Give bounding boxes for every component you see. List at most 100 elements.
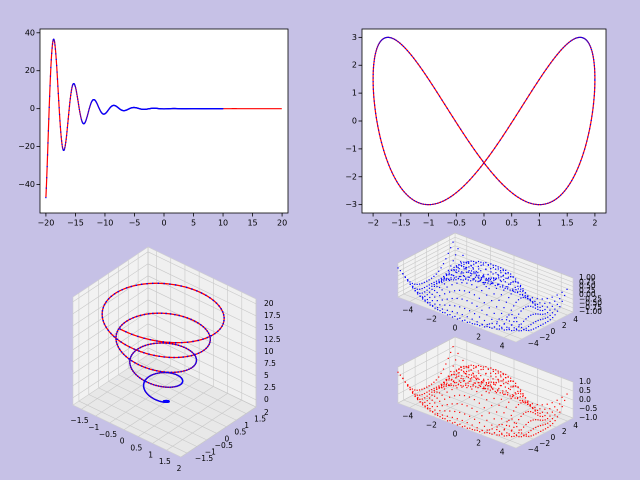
data-point — [592, 53, 594, 55]
y-tick-label: 0.5 — [234, 428, 246, 437]
data-point — [518, 324, 520, 326]
data-point — [433, 289, 436, 292]
data-point — [217, 330, 219, 333]
data-point — [479, 431, 481, 433]
z-tick-label: 15 — [264, 323, 274, 332]
data-point — [147, 313, 150, 315]
grid-line — [72, 299, 149, 351]
data-point — [165, 386, 167, 388]
data-point — [461, 375, 463, 377]
data-point — [141, 365, 143, 367]
data-point — [169, 313, 172, 315]
data-point — [476, 275, 478, 277]
data-point — [432, 305, 434, 307]
data-point — [173, 373, 175, 375]
z-tick-label: 5 — [264, 371, 269, 380]
data-point — [490, 281, 492, 283]
data-point — [512, 276, 514, 278]
data-point — [497, 370, 499, 372]
data-point — [552, 422, 554, 425]
data-point — [185, 347, 187, 350]
data-point — [532, 203, 535, 205]
data-point — [458, 276, 460, 278]
data-point — [174, 284, 177, 286]
data-point — [536, 404, 538, 406]
data-point — [477, 276, 479, 278]
data-point — [380, 141, 383, 144]
data-point — [527, 403, 529, 405]
data-point — [512, 192, 514, 195]
grid-line — [147, 263, 257, 317]
grid-line — [147, 311, 257, 365]
data-point — [416, 394, 418, 396]
data-point — [511, 435, 513, 438]
data-point — [164, 401, 166, 403]
data-point — [578, 163, 581, 165]
data-point — [488, 392, 490, 394]
data-point — [476, 427, 478, 429]
data-point — [470, 369, 472, 371]
data-point — [373, 100, 375, 102]
data-point — [181, 380, 184, 382]
data-point — [96, 104, 99, 106]
data-point — [507, 276, 510, 278]
data-point — [133, 372, 136, 374]
data-point — [478, 372, 480, 374]
data-point — [372, 67, 375, 69]
data-point — [120, 341, 122, 343]
data-point — [464, 267, 467, 269]
data-point — [594, 87, 596, 89]
data-point — [168, 356, 170, 359]
grid-line — [118, 374, 227, 428]
data-point — [518, 419, 520, 421]
data-point — [551, 312, 554, 314]
data-point — [571, 179, 573, 182]
data-point — [542, 203, 544, 205]
data-point — [551, 305, 553, 307]
data-point — [473, 376, 475, 378]
data-point — [467, 279, 469, 281]
data-point — [126, 320, 128, 322]
data-point — [490, 381, 492, 383]
data-point — [455, 279, 457, 281]
data-point — [568, 41, 570, 44]
data-point — [144, 390, 147, 392]
data-point — [588, 132, 590, 134]
data-point — [507, 277, 509, 280]
data-point — [539, 412, 541, 414]
y-tick-label: 20 — [25, 66, 35, 75]
grid-line — [78, 400, 188, 454]
data-point — [148, 394, 150, 397]
data-point — [534, 307, 537, 309]
data-point — [144, 380, 146, 382]
data-point — [84, 121, 86, 123]
data-point — [513, 327, 515, 329]
data-point — [466, 422, 468, 424]
data-point — [65, 141, 67, 143]
data-point — [507, 382, 509, 384]
data-point — [485, 366, 487, 368]
data-point — [85, 119, 87, 121]
data-point — [443, 280, 445, 282]
data-point — [447, 357, 449, 359]
data-point — [478, 382, 480, 384]
data-point — [374, 104, 376, 106]
data-point — [87, 112, 89, 114]
data-point — [510, 309, 512, 311]
data-point — [137, 363, 139, 366]
data-point — [144, 389, 146, 391]
data-point — [547, 426, 549, 429]
data-point — [450, 196, 452, 198]
data-point — [515, 406, 517, 408]
data-point — [409, 283, 411, 285]
data-point — [482, 366, 485, 368]
data-point — [70, 91, 72, 94]
data-point — [491, 318, 493, 320]
data-point — [376, 121, 378, 123]
grid-line — [397, 232, 456, 264]
grid-line — [397, 354, 456, 386]
data-point — [458, 372, 460, 374]
data-point — [46, 177, 48, 179]
data-point — [162, 401, 164, 403]
data-point — [438, 282, 440, 284]
